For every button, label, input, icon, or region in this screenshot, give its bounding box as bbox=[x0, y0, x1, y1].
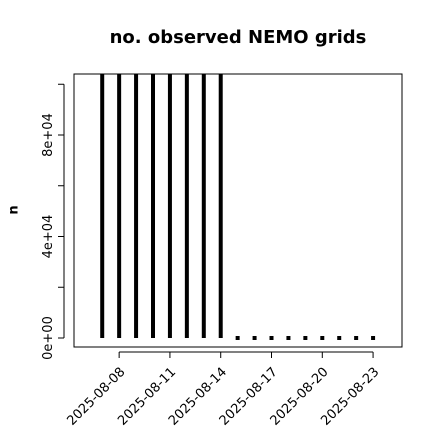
y-tick-label: 8e+04 bbox=[41, 113, 56, 157]
y-tick-label: 0e+00 bbox=[41, 316, 56, 360]
bar-dot bbox=[337, 335, 342, 340]
bar-dot bbox=[286, 335, 291, 340]
bar-dot bbox=[235, 335, 240, 340]
bar-dot bbox=[252, 335, 257, 340]
chart-title: no. observed NEMO grids bbox=[110, 27, 367, 48]
y-axis-label: n bbox=[7, 205, 22, 214]
y-tick-label: 4e+04 bbox=[41, 215, 56, 259]
bar-dot bbox=[354, 335, 359, 340]
bar-dot bbox=[320, 335, 325, 340]
plot-box bbox=[73, 73, 403, 348]
bar-dot bbox=[371, 335, 376, 340]
bar-dot bbox=[303, 335, 308, 340]
bar-dot bbox=[269, 335, 274, 340]
